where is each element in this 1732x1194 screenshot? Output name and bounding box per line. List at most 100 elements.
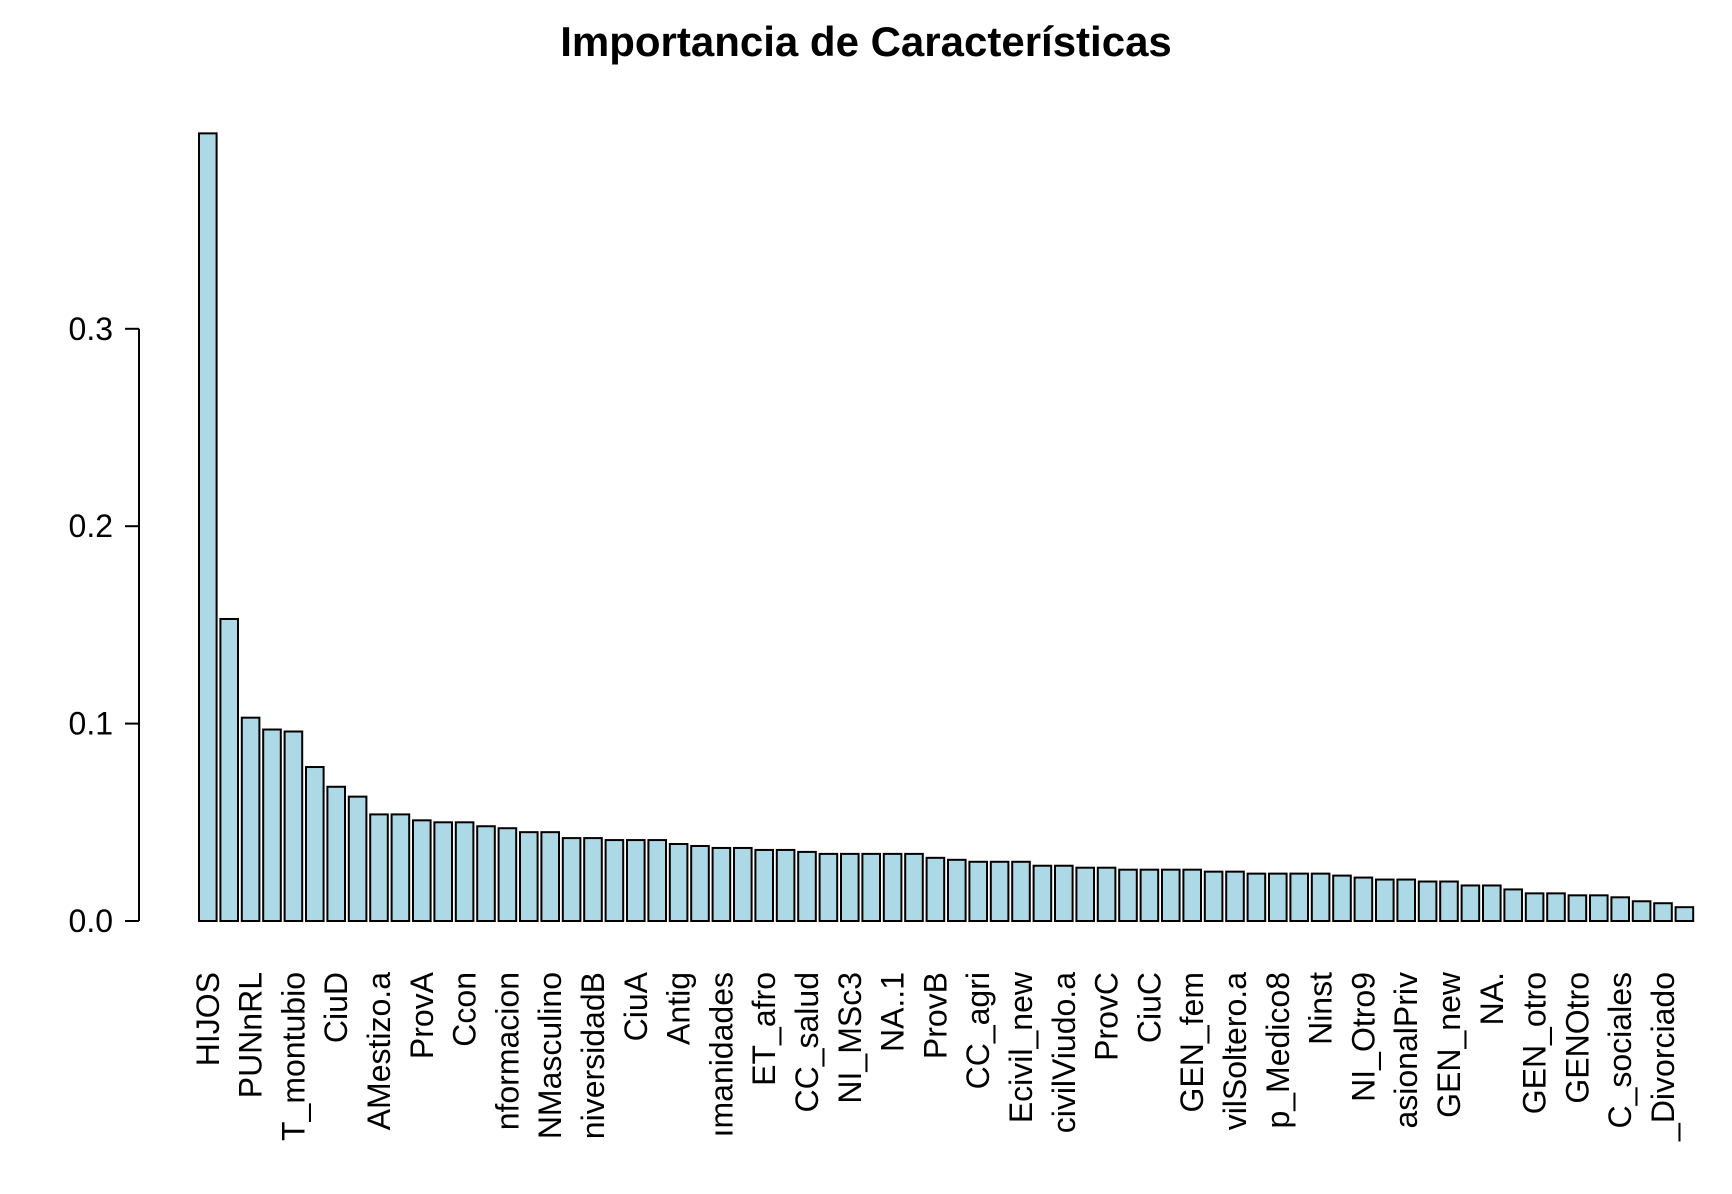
x-tick-label: CC_salud — [789, 972, 825, 1113]
bar — [1417, 880, 1438, 923]
x-tick-label: NMasculino — [532, 972, 568, 1139]
bar — [1139, 868, 1160, 922]
bar — [861, 852, 882, 923]
bar — [1460, 884, 1481, 922]
bar — [262, 728, 282, 923]
bar — [775, 848, 796, 922]
y-tick-label: 0.3 — [69, 311, 113, 347]
x-tick-label: CC_agri — [960, 972, 996, 1089]
x-tick-label: NA. — [1474, 972, 1510, 1025]
x-tick-label: nformacion — [489, 972, 525, 1130]
bar — [1096, 866, 1117, 923]
bar — [947, 858, 967, 922]
x-tick-label: p_Medico8 — [1260, 972, 1296, 1129]
bar — [519, 831, 539, 922]
bar — [326, 785, 346, 923]
bar — [1182, 868, 1203, 922]
y-tick-label: 0.0 — [69, 903, 113, 939]
x-tick-label: Ccon — [447, 972, 483, 1047]
bar — [454, 821, 475, 922]
bar — [305, 766, 325, 923]
bar — [1054, 864, 1074, 922]
bar — [1567, 894, 1588, 923]
bar — [1075, 866, 1096, 923]
bar — [647, 839, 668, 923]
bar — [1589, 894, 1609, 923]
bar — [1118, 868, 1138, 922]
bar — [711, 846, 732, 923]
bar — [283, 730, 304, 922]
bar — [604, 839, 625, 923]
bar — [968, 860, 989, 923]
y-tick-label: 0.1 — [69, 706, 113, 742]
x-tick-label: _Divorciado — [1645, 972, 1681, 1142]
bar — [840, 852, 860, 923]
bar — [904, 852, 924, 923]
x-tick-label: niversidadB — [575, 972, 611, 1139]
x-tick-label: NA..1 — [875, 972, 911, 1052]
bar — [433, 821, 453, 922]
bar — [1225, 870, 1245, 923]
x-tick-label: NI_MSc3 — [832, 972, 868, 1104]
x-tick-label: GEN_new — [1431, 971, 1467, 1118]
bar — [540, 831, 561, 922]
category-labels: HIJOS PUNnRL T_montubio CiuD AMestizo.a ProvA… — [190, 971, 1681, 1142]
bar — [1289, 872, 1310, 922]
chart-title: Importancia de Características — [560, 18, 1172, 65]
bar — [1032, 864, 1053, 922]
x-tick-label: GENOtro — [1559, 972, 1595, 1104]
x-tick-label: GEN_fem — [1174, 972, 1210, 1112]
bar — [1503, 888, 1524, 922]
x-tick-label: ımanidades — [703, 972, 739, 1137]
bar — [1653, 902, 1673, 922]
x-tick-label: ET_afro — [746, 972, 782, 1086]
x-tick-label: Antig — [661, 972, 697, 1045]
bar — [626, 839, 646, 923]
bar — [1203, 870, 1224, 923]
bar — [690, 844, 710, 922]
bar — [1353, 876, 1374, 923]
bar — [1332, 874, 1352, 922]
x-tick-label: HIJOS — [190, 972, 226, 1066]
x-tick-label: ProvB — [917, 972, 953, 1059]
x-tick-label: Ninst — [1303, 972, 1339, 1045]
x-tick-label: NI_Otro9 — [1345, 972, 1381, 1102]
bar — [390, 813, 411, 923]
y-axis: 0.0 0.1 0.2 0.3 — [69, 311, 140, 939]
bar — [1375, 878, 1395, 922]
x-tick-label: Ecivil_new — [1003, 971, 1039, 1123]
bar — [583, 837, 603, 923]
x-tick-label: GEN_otro — [1517, 972, 1553, 1114]
x-tick-label: CiuD — [318, 972, 354, 1043]
bar — [198, 132, 218, 922]
bar — [561, 837, 582, 923]
bar — [1482, 884, 1502, 922]
bar — [925, 856, 946, 923]
y-tick-label: 0.2 — [69, 508, 113, 544]
x-tick-label: C_sociales — [1602, 972, 1638, 1129]
bar — [1011, 860, 1031, 923]
bar — [412, 819, 432, 923]
bar — [1396, 878, 1417, 922]
x-tick-label: asionalPriv — [1388, 972, 1424, 1129]
bar — [1631, 900, 1652, 923]
bars — [198, 132, 1695, 923]
bar — [1546, 892, 1566, 922]
x-tick-label: AMestizo.a — [361, 972, 397, 1130]
bar — [1310, 872, 1331, 922]
bar — [1246, 872, 1267, 922]
bar — [369, 813, 389, 923]
bar — [347, 795, 368, 923]
bar — [1610, 896, 1631, 922]
bar — [1268, 872, 1288, 922]
bar — [476, 825, 496, 922]
x-tick-label: ProvA — [404, 971, 440, 1059]
bar — [797, 850, 817, 922]
bar — [989, 860, 1010, 923]
bar — [1524, 892, 1545, 922]
bar — [1161, 868, 1181, 922]
x-tick-label: CiuC — [1131, 972, 1167, 1043]
bar — [240, 716, 261, 922]
bar — [733, 846, 753, 923]
